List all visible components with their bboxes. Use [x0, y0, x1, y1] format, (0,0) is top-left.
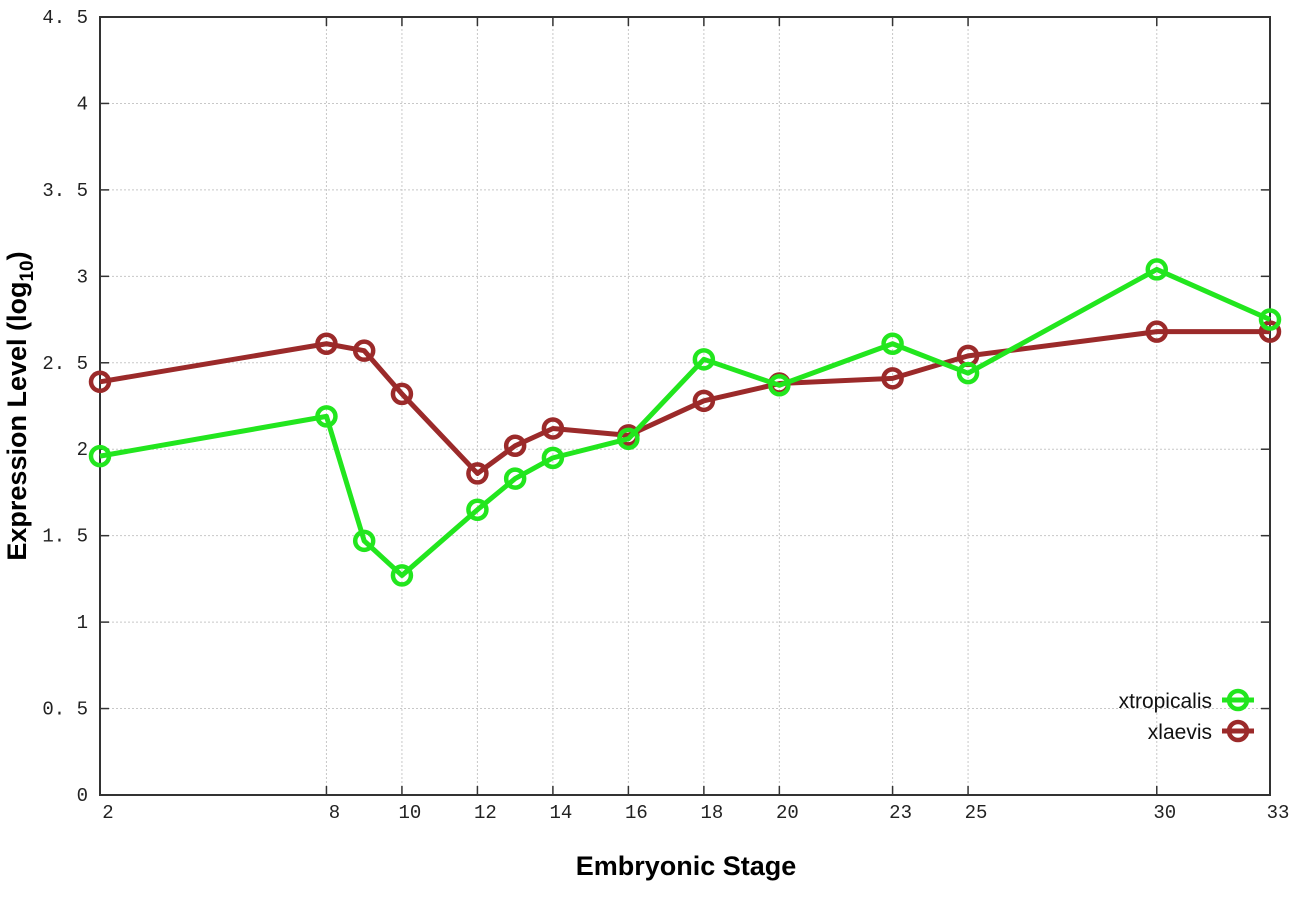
data-point-xtropicalis: [541, 446, 565, 470]
plot-frame: [99, 16, 1271, 796]
legend-label-xlaevis: xlaevis: [1148, 721, 1212, 744]
grid: [99, 16, 1271, 796]
x-tick-label: 30: [1153, 802, 1176, 824]
x-tick-label: 16: [625, 802, 648, 824]
y-tick-label: 2. 5: [42, 353, 88, 375]
data-point-xlaevis: [1258, 320, 1282, 343]
y-tick-label: 0: [77, 785, 88, 807]
data-point-xtropicalis: [466, 498, 489, 521]
data-point-xtropicalis: [1258, 308, 1282, 331]
series-line-xlaevis: [99, 329, 1270, 476]
legend: xtropicalis xlaevis: [1119, 688, 1254, 744]
x-tick-label: 10: [399, 802, 422, 824]
x-tick-label: 2: [102, 802, 113, 824]
data-point-xtropicalis: [1145, 258, 1169, 281]
data-point-xlaevis: [503, 434, 527, 458]
x-tick-label: 23: [889, 802, 912, 824]
data-point-xlaevis: [1145, 320, 1169, 343]
data-point-xtropicalis: [88, 444, 112, 468]
y-axis-title-sub: 10: [17, 260, 38, 281]
data-point-xlaevis: [692, 389, 716, 413]
data-point-xtropicalis: [503, 467, 527, 490]
x-tick-label: 12: [474, 802, 497, 824]
data-point-xlaevis: [390, 382, 414, 406]
y-tick-label: 3: [77, 266, 88, 288]
x-tick-label: 33: [1267, 802, 1290, 824]
data-point-xtropicalis: [768, 374, 791, 397]
data-point-xlaevis: [466, 462, 489, 485]
y-axis-title: Expression Level (log10): [2, 251, 38, 560]
data-point-xlaevis: [541, 417, 565, 440]
y-tick-label: 0. 5: [42, 699, 88, 721]
x-tick-label: 8: [329, 802, 340, 824]
legend-label-xtropicalis: xtropicalis: [1119, 690, 1212, 713]
x-tick-label: 25: [965, 802, 988, 824]
y-tick-label: 2: [77, 439, 88, 461]
legend-marker-xtropicalis: [1226, 688, 1250, 712]
y-tick-label: 3. 5: [42, 180, 88, 202]
y-tick-label: 4. 5: [42, 7, 88, 29]
series-line-xtropicalis: [99, 266, 1272, 578]
data-point-xtropicalis: [352, 529, 376, 553]
x-axis-title: Embryonic Stage: [576, 851, 797, 881]
y-tick-label: 1: [77, 612, 88, 634]
y-tick-label: 1. 5: [42, 526, 88, 548]
series: [88, 258, 1282, 587]
x-tick-label: 18: [700, 802, 723, 824]
data-point-xtropicalis: [315, 405, 338, 428]
legend-marker-xlaevis: [1226, 719, 1250, 743]
y-axis-title-close: ): [2, 251, 32, 260]
data-point-xtropicalis: [956, 361, 980, 385]
data-point-xtropicalis: [617, 427, 640, 451]
x-tick-label: 20: [776, 802, 799, 824]
data-point-xtropicalis: [881, 332, 904, 356]
data-point-xlaevis: [315, 332, 338, 356]
data-point-xlaevis: [881, 367, 904, 390]
y-axis-title-main: Expression Level (log: [2, 282, 32, 561]
ticks: 0 0. 5 1 1. 5 2 2. 5 3 3. 5 4 4. 5 2 8 10 12 14 16 18 20 2…: [42, 7, 1289, 824]
y-tick-label: 4: [77, 93, 88, 115]
data-point-xlaevis: [88, 370, 112, 394]
x-tick-label: 14: [549, 802, 572, 824]
data-point-xtropicalis: [692, 348, 716, 371]
data-point-xtropicalis: [390, 564, 414, 587]
data-point-xlaevis: [352, 339, 376, 362]
